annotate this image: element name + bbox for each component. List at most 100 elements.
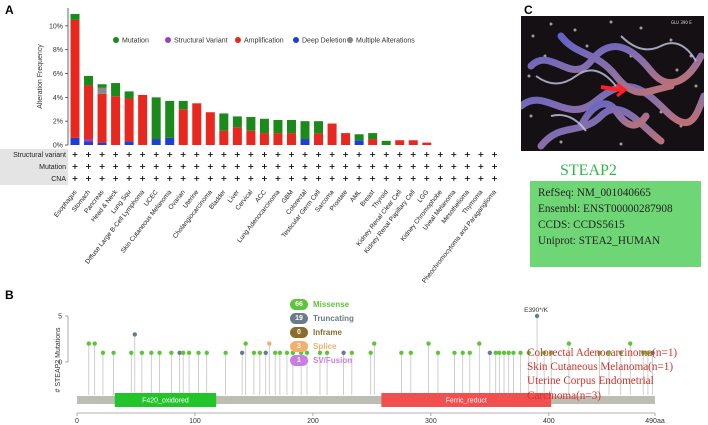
track-mark: + [410, 150, 417, 159]
bar-segment [138, 94, 148, 145]
lollipop-head [243, 341, 248, 346]
panel-label-a: A [5, 3, 14, 17]
lollipop-head [511, 350, 516, 355]
ensembl-line: Ensembl: ENST00000287908 [538, 203, 673, 215]
lollipop-head [239, 350, 245, 355]
bar-segment [97, 84, 107, 88]
track-mark: + [369, 174, 376, 183]
bar-segment [151, 139, 161, 145]
lollipop-head [606, 350, 612, 355]
legend-row-sv-fusion: 1 SV/Fusion [290, 353, 354, 367]
track-mark: + [315, 162, 322, 171]
track-mark: + [423, 150, 430, 159]
track-mark: + [356, 174, 363, 183]
x-tick-label: 300 [425, 418, 437, 425]
y-tick-label: 4% [53, 95, 63, 102]
y-tick-label: 0% [53, 143, 63, 150]
lollipop-head [267, 341, 272, 346]
lollipop-head [597, 350, 602, 355]
bar-segment [246, 117, 256, 131]
y-axis-label: # STEAP2 Mutations [55, 327, 62, 392]
track-mark: + [437, 150, 444, 159]
track-mark: + [410, 162, 417, 171]
track-mark: + [288, 162, 295, 171]
track-mark: + [315, 174, 322, 183]
lollipop-head [177, 350, 182, 355]
legend-label: Missense [313, 299, 350, 309]
bar-segment [178, 100, 188, 110]
track-mark: + [166, 150, 173, 159]
bar-segment [97, 142, 107, 145]
track-mark: + [112, 150, 119, 159]
lollipop-head [541, 350, 547, 355]
lollipop-head [487, 350, 493, 355]
track-mark: + [234, 174, 241, 183]
protein-structure-image: GLU 390 E [521, 16, 704, 151]
track-mark: + [99, 162, 106, 171]
refseq-line: RefSeq: NM_001040665 [538, 187, 651, 199]
track-mark: + [85, 150, 92, 159]
bar-segment [165, 100, 175, 138]
track-mark: + [139, 174, 146, 183]
track-mark: + [329, 150, 336, 159]
bar-segment [354, 140, 364, 145]
mutation-type-legend: 66 Missense 19 Truncating 0 Inframe 3 Splice… [290, 297, 354, 367]
track-mark: + [383, 174, 390, 183]
track-mark: + [423, 162, 430, 171]
bar-segment [408, 140, 418, 145]
track-mark: + [396, 150, 403, 159]
track-mark: + [153, 150, 160, 159]
bar-segment [259, 118, 269, 134]
cancer-note: Carcinoma(n=3) [527, 389, 602, 402]
track-mark: + [423, 174, 430, 183]
track-mark: + [396, 174, 403, 183]
track-label: Structural variant [13, 152, 66, 159]
panel-label-c: C [524, 3, 533, 17]
y-tick-label: 2% [53, 119, 63, 126]
track-mark: + [315, 150, 322, 159]
track-label: Mutation [39, 164, 66, 171]
lollipop-head [477, 341, 482, 346]
y-tick-label: 5 [58, 314, 62, 321]
bar-segment [84, 139, 94, 142]
bar-segment [111, 96, 121, 145]
domain-label: Ferric_reduct [446, 398, 487, 405]
bar-segment [273, 119, 283, 134]
lollipop-head [460, 350, 465, 355]
bar-segment [286, 119, 296, 134]
legend-label: Splice [313, 341, 337, 351]
bar-segment [368, 139, 378, 145]
panel-label-b: B [5, 288, 14, 302]
lollipop-head [298, 350, 304, 355]
track-mark: + [478, 150, 485, 159]
bar-segment [341, 133, 351, 145]
lollipop-head [223, 350, 228, 355]
lollipop-head [534, 313, 540, 319]
bar-segment [70, 19, 80, 138]
x-tick-label: 400 [543, 418, 555, 425]
x-tick-label: 200 [307, 418, 319, 425]
legend-label: Mutation [122, 38, 149, 45]
track-mark: + [220, 162, 227, 171]
lollipop-head [317, 350, 323, 355]
y-tick-label: 6% [53, 71, 63, 78]
bar-segment [314, 133, 324, 145]
track-mark: + [478, 162, 485, 171]
ccds-line: CCDS: CCDS5615 [538, 219, 625, 231]
lollipop-head [399, 350, 404, 355]
bar-segment [192, 103, 202, 145]
track-mark: + [112, 162, 119, 171]
bar-segment [273, 133, 283, 145]
bar-segment [178, 109, 188, 145]
lollipop-head [132, 332, 137, 337]
cancer-notes: Colorectal Adenocarcinoma(n=1) Skin Cuta… [527, 346, 677, 403]
track-mark: + [450, 150, 457, 159]
lollipop-head [548, 350, 554, 355]
track-mark: + [478, 174, 485, 183]
track-mark: + [85, 162, 92, 171]
track-mark: + [72, 162, 79, 171]
legend-marker [347, 37, 353, 43]
lollipop-head [304, 350, 310, 355]
lollipop-head [149, 350, 154, 355]
bar-segment [97, 87, 107, 94]
